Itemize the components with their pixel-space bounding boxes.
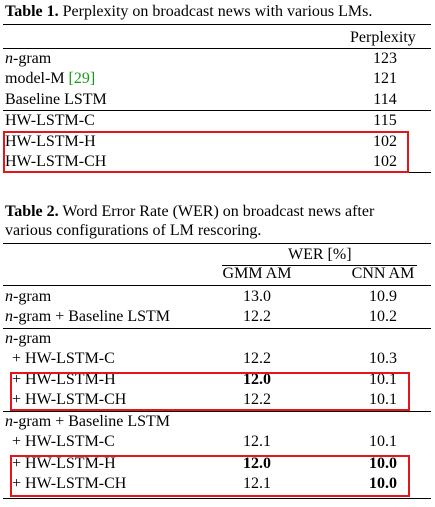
cell: 10.0 — [369, 475, 397, 492]
cell: 13.0 — [243, 288, 271, 305]
row-label: HW-LSTM-C — [5, 112, 95, 129]
cell: 10.3 — [369, 350, 397, 367]
cell: 10.0 — [369, 455, 397, 472]
cell: 10.1 — [369, 433, 397, 450]
cell: 12.0 — [243, 371, 271, 388]
row-label: HW-LSTM-H — [5, 133, 96, 150]
group-label: n-gram — [5, 330, 52, 347]
row-label: + HW-LSTM-C — [12, 350, 115, 367]
cell: 12.0 — [243, 455, 271, 472]
cell: 12.2 — [243, 350, 271, 367]
row-label: + HW-LSTM-H — [12, 455, 116, 472]
rule — [3, 411, 431, 412]
cell: 102 — [373, 133, 397, 150]
group-label: n-gram + Baseline LSTM — [5, 413, 170, 430]
table-label: Table 2. — [5, 203, 59, 220]
rule — [3, 285, 431, 286]
cell: 12.2 — [243, 391, 271, 408]
cell: 102 — [373, 153, 397, 170]
caption-text: Word Error Rate (WER) on broadcast news … — [62, 203, 375, 220]
table1-caption: Table 1. Perplexity on broadcast news wi… — [5, 2, 372, 22]
cell: 123 — [373, 50, 397, 67]
row-label: model-M [29] — [5, 69, 95, 89]
row-label: + HW-LSTM-CH — [12, 391, 127, 408]
cell: 121 — [373, 70, 397, 87]
column-header: WER [%] — [288, 246, 352, 263]
row-label: n-gram — [5, 50, 52, 67]
cell: 12.1 — [243, 475, 271, 492]
cell: 10.2 — [369, 308, 397, 325]
rule — [3, 24, 431, 25]
cell: 12.1 — [243, 433, 271, 450]
highlight-box — [10, 372, 410, 411]
citation[interactable]: [29] — [68, 70, 96, 87]
cell: 115 — [373, 112, 397, 129]
rule — [3, 48, 431, 49]
row-label: + HW-LSTM-H — [12, 371, 116, 388]
caption-text: Perplexity on broadcast news with variou… — [62, 3, 373, 20]
rule — [3, 328, 431, 329]
cell: 10.1 — [369, 391, 397, 408]
row-label-text: model-M — [5, 70, 65, 87]
highlight-box — [3, 131, 409, 173]
column-header: Perplexity — [350, 29, 416, 46]
cell: 10.9 — [369, 288, 397, 305]
row-label: HW-LSTM-CH — [5, 153, 107, 170]
cell: 10.1 — [369, 371, 397, 388]
table2-caption: various configurations of LM rescoring. — [5, 222, 262, 239]
table2-caption: Table 2. Word Error Rate (WER) on broadc… — [5, 202, 374, 222]
cell: 12.2 — [243, 308, 271, 325]
rule — [222, 265, 417, 266]
rule — [3, 110, 431, 111]
cell: 114 — [373, 91, 397, 108]
row-label: Baseline LSTM — [5, 91, 107, 108]
row-label: n-gram — [5, 288, 52, 305]
column-header: CNN AM — [351, 265, 415, 282]
highlight-box — [10, 455, 410, 497]
table-label: Table 1. — [5, 3, 59, 20]
rule — [3, 243, 431, 244]
rule — [3, 498, 431, 499]
row-label: + HW-LSTM-C — [12, 433, 115, 450]
column-header: GMM AM — [222, 265, 292, 282]
row-label: n-gram + Baseline LSTM — [5, 308, 170, 325]
row-label: + HW-LSTM-CH — [12, 475, 127, 492]
